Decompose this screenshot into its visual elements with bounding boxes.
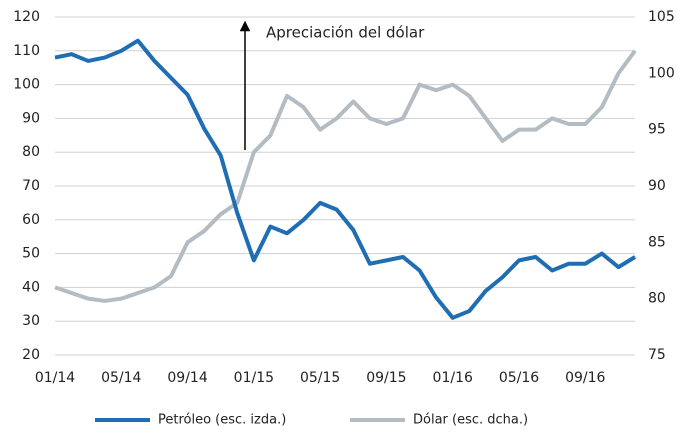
y-tick-label: 20 — [22, 347, 40, 363]
annotation-bg — [262, 20, 440, 46]
y-tick-label: 90 — [22, 110, 40, 126]
y2-tick-label: 80 — [648, 291, 666, 307]
y-tick-label: 70 — [22, 178, 40, 194]
x-tick-label: 01/14 — [35, 370, 75, 386]
y2-tick-label: 90 — [648, 178, 666, 194]
x-tick-label: 09/15 — [366, 370, 406, 386]
series-line — [54, 49, 637, 303]
y-tick-label: 60 — [22, 212, 40, 228]
y-tick-label: 80 — [22, 144, 40, 160]
x-tick-label: 01/15 — [234, 370, 274, 386]
x-tick-label: 05/16 — [499, 370, 539, 386]
series-line — [54, 38, 637, 320]
legend-label: Petróleo (esc. izda.) — [158, 413, 286, 428]
y-tick-label: 100 — [13, 77, 40, 93]
y2-tick-label: 75 — [648, 347, 666, 363]
y-tick-label: 50 — [22, 246, 40, 262]
y2-tick-label: 85 — [648, 234, 666, 250]
x-tick-label: 01/16 — [433, 370, 473, 386]
x-tick-label: 09/14 — [167, 370, 207, 386]
y2-tick-label: 105 — [648, 9, 675, 25]
y2-tick-label: 100 — [648, 65, 675, 81]
x-tick-label: 05/14 — [101, 370, 141, 386]
legend-label: Dólar (esc. dcha.) — [413, 413, 528, 428]
y-tick-label: 120 — [13, 9, 40, 25]
y2-tick-label: 95 — [648, 122, 666, 138]
y-tick-label: 40 — [22, 279, 40, 295]
x-tick-label: 09/16 — [565, 370, 605, 386]
y-tick-label: 110 — [13, 43, 40, 59]
x-tick-label: 05/15 — [300, 370, 340, 386]
annotation: Apreciación del dólar — [266, 24, 425, 42]
y-tick-label: 30 — [22, 313, 40, 329]
